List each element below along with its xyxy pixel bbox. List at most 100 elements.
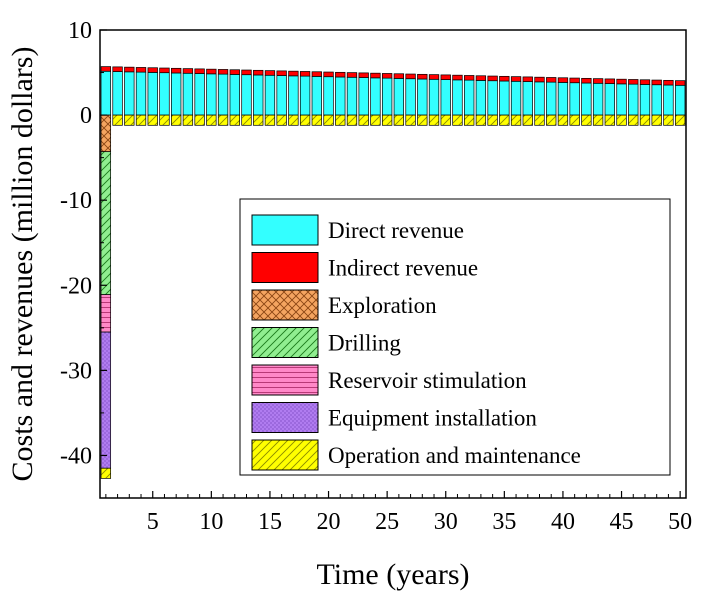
y-tick-label: -30: [60, 358, 92, 384]
bar-direct-revenue-year-18: [299, 75, 311, 116]
bar-operation-and-maintenance-year-13: [241, 114, 252, 126]
y-tick-label: 10: [68, 18, 92, 44]
bar-operation-and-maintenance-year-43: [592, 114, 604, 126]
bar-direct-revenue-year-17: [288, 75, 299, 116]
bar-operation-and-maintenance-year-31: [452, 114, 463, 126]
bar-operation-and-maintenance-year-40: [557, 114, 569, 126]
bar-indirect-revenue-year-33: [475, 75, 487, 81]
bar-indirect-revenue-year-14: [253, 69, 264, 76]
bar-indirect-revenue-year-46: [628, 79, 639, 85]
y-axis-title: Costs and revenues (million dollars): [6, 47, 39, 482]
bar-indirect-revenue-year-9: [194, 68, 205, 74]
bar-indirect-revenue-year-50: [674, 80, 686, 86]
bar-indirect-revenue-year-23: [358, 72, 369, 78]
x-tick-label: 25: [375, 509, 399, 535]
bar-indirect-revenue-year-44: [604, 78, 615, 84]
legend-label-exploration: Exploration: [328, 293, 437, 318]
bar-operation-and-maintenance-year-42: [581, 114, 592, 126]
bar-indirect-revenue-year-24: [370, 72, 381, 79]
bar-direct-revenue-year-24: [370, 77, 381, 116]
bar-indirect-revenue-year-22: [346, 72, 358, 78]
bar-direct-revenue-year-11: [217, 73, 229, 116]
bar-operation-and-maintenance-year-30: [440, 114, 451, 126]
bar-indirect-revenue-year-29: [428, 74, 440, 80]
bar-equipment-installation-year-1: [100, 331, 112, 469]
bar-operation-and-maintenance-year-36: [510, 114, 522, 126]
bar-indirect-revenue-year-15: [264, 70, 276, 76]
bar-direct-revenue-year-25: [381, 77, 393, 116]
legend-label-operation-and-maintenance: Operation and maintenance: [328, 443, 581, 468]
legend: Direct revenue Indirect revenue Exploratio…: [239, 198, 671, 476]
bar-indirect-revenue-year-6: [159, 67, 170, 74]
x-tick-label: 50: [668, 509, 692, 535]
bar-direct-revenue-year-36: [510, 80, 522, 116]
bar-operation-and-maintenance-year-29: [428, 114, 440, 126]
bar-operation-and-maintenance-year-3: [124, 114, 135, 126]
bar-direct-revenue-year-31: [452, 79, 463, 116]
bar-direct-revenue-year-21: [335, 76, 346, 116]
bar-operation-and-maintenance-year-10: [206, 114, 217, 126]
bar-operation-and-maintenance-year-24: [370, 114, 381, 126]
bar-direct-revenue-year-2: [112, 71, 123, 116]
bar-direct-revenue-year-7: [171, 72, 182, 116]
bar-direct-revenue-year-32: [464, 79, 475, 116]
bar-direct-revenue-year-20: [323, 76, 334, 116]
bar-direct-revenue-year-48: [651, 84, 662, 116]
bar-indirect-revenue-year-42: [581, 77, 592, 84]
bar-direct-revenue-year-19: [311, 76, 322, 116]
bar-indirect-revenue-year-45: [616, 78, 627, 85]
bar-operation-and-maintenance-year-33: [475, 114, 487, 126]
bar-direct-revenue-year-8: [182, 72, 194, 116]
bar-direct-revenue-year-44: [604, 83, 615, 116]
bar-indirect-revenue-year-4: [135, 67, 147, 73]
bar-direct-revenue-year-12: [229, 74, 240, 116]
bar-operation-and-maintenance-year-28: [417, 114, 428, 126]
bar-indirect-revenue-year-31: [452, 74, 463, 81]
bar-operation-and-maintenance-year-44: [604, 114, 615, 126]
bar-direct-revenue-year-1: [100, 70, 112, 116]
bar-operation-and-maintenance-year-38: [534, 114, 545, 126]
legend-swatch-equipment-installation: [251, 402, 319, 433]
bar-operation-and-maintenance-year-23: [358, 114, 369, 126]
bar-operation-and-maintenance-year-47: [639, 114, 651, 126]
bar-direct-revenue-year-29: [428, 78, 440, 116]
bar-indirect-revenue-year-5: [147, 67, 158, 73]
legend-label-equipment-installation: Equipment installation: [328, 406, 537, 431]
bar-indirect-revenue-year-25: [381, 73, 393, 79]
bar-operation-and-maintenance-year-27: [405, 114, 416, 126]
bar-direct-revenue-year-50: [674, 84, 686, 116]
legend-item-reservoir-stimulation: Reservoir stimulation: [251, 364, 527, 396]
bar-direct-revenue-year-43: [592, 82, 604, 116]
bar-direct-revenue-year-40: [557, 82, 569, 116]
bar-direct-revenue-year-22: [346, 76, 358, 116]
legend-label-indirect-revenue: Indirect revenue: [328, 256, 478, 281]
legend-label-reservoir-stimulation: Reservoir stimulation: [328, 368, 527, 393]
bar-operation-and-maintenance-year-6: [159, 114, 170, 126]
bar-operation-and-maintenance-year-5: [147, 114, 158, 126]
bar-reservoir-stimulation-year-1: [100, 294, 112, 333]
bar-direct-revenue-year-10: [206, 73, 217, 116]
y-tick-label: -20: [60, 273, 92, 299]
bar-operation-and-maintenance-year-14: [253, 114, 264, 126]
bar-direct-revenue-year-16: [276, 75, 287, 116]
bar-direct-revenue-year-6: [159, 72, 170, 116]
bar-indirect-revenue-year-49: [663, 79, 674, 86]
bar-operation-and-maintenance-year-46: [628, 114, 639, 126]
bar-operation-and-maintenance-year-2: [112, 114, 123, 126]
bar-operation-and-maintenance-year-37: [522, 114, 533, 126]
bar-operation-and-maintenance-year-1: [100, 467, 112, 479]
bar-direct-revenue-year-9: [194, 73, 205, 116]
bar-indirect-revenue-year-38: [534, 76, 545, 83]
x-axis-title: Time (years): [316, 558, 469, 591]
ticks-layer: 5 10 15 20 25 30 35 40 45 50 10 0 -10 -20 -30 -40: [60, 18, 692, 535]
legend-item-operation-and-maintenance: Operation and maintenance: [251, 439, 581, 471]
bar-direct-revenue-year-34: [487, 80, 498, 116]
bar-direct-revenue-year-49: [663, 84, 674, 116]
bar-operation-and-maintenance-year-20: [323, 114, 334, 126]
bar-operation-and-maintenance-year-12: [229, 114, 240, 126]
bar-indirect-revenue-year-26: [393, 73, 405, 79]
y-tick-label: -10: [60, 188, 92, 214]
plot-frame: [99, 29, 687, 499]
bar-indirect-revenue-year-30: [440, 74, 451, 80]
